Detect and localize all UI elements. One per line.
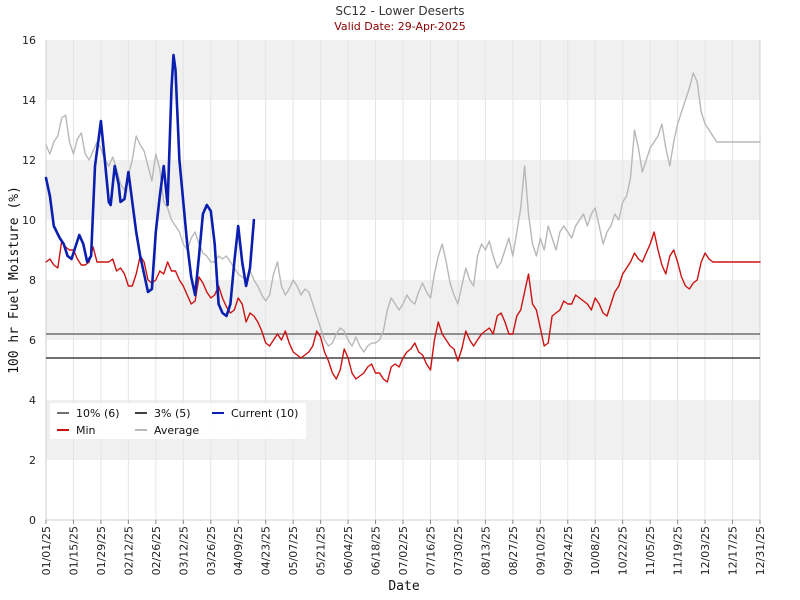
x-tick-label: 03/12/25 bbox=[177, 526, 190, 575]
x-tick-label: 06/04/25 bbox=[342, 526, 355, 575]
x-tick-label: 02/12/25 bbox=[122, 526, 135, 575]
legend-box bbox=[50, 403, 306, 439]
series-line-current-10 bbox=[44, 53, 256, 318]
y-tick-label: 8 bbox=[29, 274, 36, 287]
x-tick-label: 02/26/25 bbox=[150, 526, 163, 575]
x-tick-label: 08/13/25 bbox=[479, 526, 492, 575]
chart-title: SC12 - Lower Deserts bbox=[335, 4, 464, 18]
x-tick-label: 01/15/25 bbox=[67, 526, 80, 575]
x-axis-ticks: 01/01/25 01/15/25 01/29/25 02/12/25 02/26/25… bbox=[40, 520, 767, 575]
legend: 10% (6) 3% (5) Current (10) Min Average bbox=[50, 403, 306, 439]
y-axis-label: 100 hr Fuel Moisture (%) bbox=[7, 186, 22, 374]
data-series bbox=[44, 53, 761, 383]
x-axis-label: Date bbox=[388, 579, 419, 594]
x-tick-label: 06/18/25 bbox=[370, 526, 383, 575]
series-line-average bbox=[45, 72, 761, 353]
legend-label: 10% (6) bbox=[76, 407, 120, 420]
x-tick-label: 05/21/25 bbox=[315, 526, 328, 575]
y-axis-ticks: 0 2 4 6 8 10 12 14 16 bbox=[22, 34, 36, 527]
x-tick-label: 10/22/25 bbox=[617, 526, 630, 575]
x-tick-label: 12/31/25 bbox=[754, 526, 767, 575]
x-tick-label: 12/03/25 bbox=[699, 526, 712, 575]
legend-label: 3% (5) bbox=[154, 407, 191, 420]
y-tick-label: 2 bbox=[29, 454, 36, 467]
x-tick-label: 04/23/25 bbox=[260, 526, 273, 575]
chart-subtitle: Valid Date: 29-Apr-2025 bbox=[334, 20, 466, 33]
x-tick-label: 01/01/25 bbox=[40, 526, 53, 575]
x-tick-label: 07/30/25 bbox=[452, 526, 465, 575]
y-tick-label: 0 bbox=[29, 514, 36, 527]
legend-label: Average bbox=[154, 424, 199, 437]
x-tick-label: 03/26/25 bbox=[205, 526, 218, 575]
x-tick-label: 05/07/25 bbox=[287, 526, 300, 575]
x-tick-label: 07/02/25 bbox=[397, 526, 410, 575]
y-tick-label: 10 bbox=[22, 214, 36, 227]
y-tick-label: 4 bbox=[29, 394, 36, 407]
x-tick-label: 10/08/25 bbox=[589, 526, 602, 575]
x-tick-label: 04/09/25 bbox=[232, 526, 245, 575]
x-tick-label: 01/29/25 bbox=[95, 526, 108, 575]
x-tick-label: 09/24/25 bbox=[562, 526, 575, 575]
x-tick-label: 08/27/25 bbox=[507, 526, 520, 575]
x-tick-label: 11/05/25 bbox=[644, 526, 657, 575]
legend-label: Current (10) bbox=[231, 407, 298, 420]
y-tick-label: 16 bbox=[22, 34, 36, 47]
y-tick-label: 14 bbox=[22, 94, 36, 107]
y-tick-label: 12 bbox=[22, 154, 36, 167]
x-tick-label: 09/10/25 bbox=[534, 526, 547, 575]
y-tick-label: 6 bbox=[29, 334, 36, 347]
series-line-min bbox=[45, 231, 761, 383]
x-tick-label: 11/19/25 bbox=[672, 526, 685, 575]
legend-label: Min bbox=[76, 424, 96, 437]
x-tick-label: 07/16/25 bbox=[424, 526, 437, 575]
x-tick-label: 12/17/25 bbox=[727, 526, 740, 575]
